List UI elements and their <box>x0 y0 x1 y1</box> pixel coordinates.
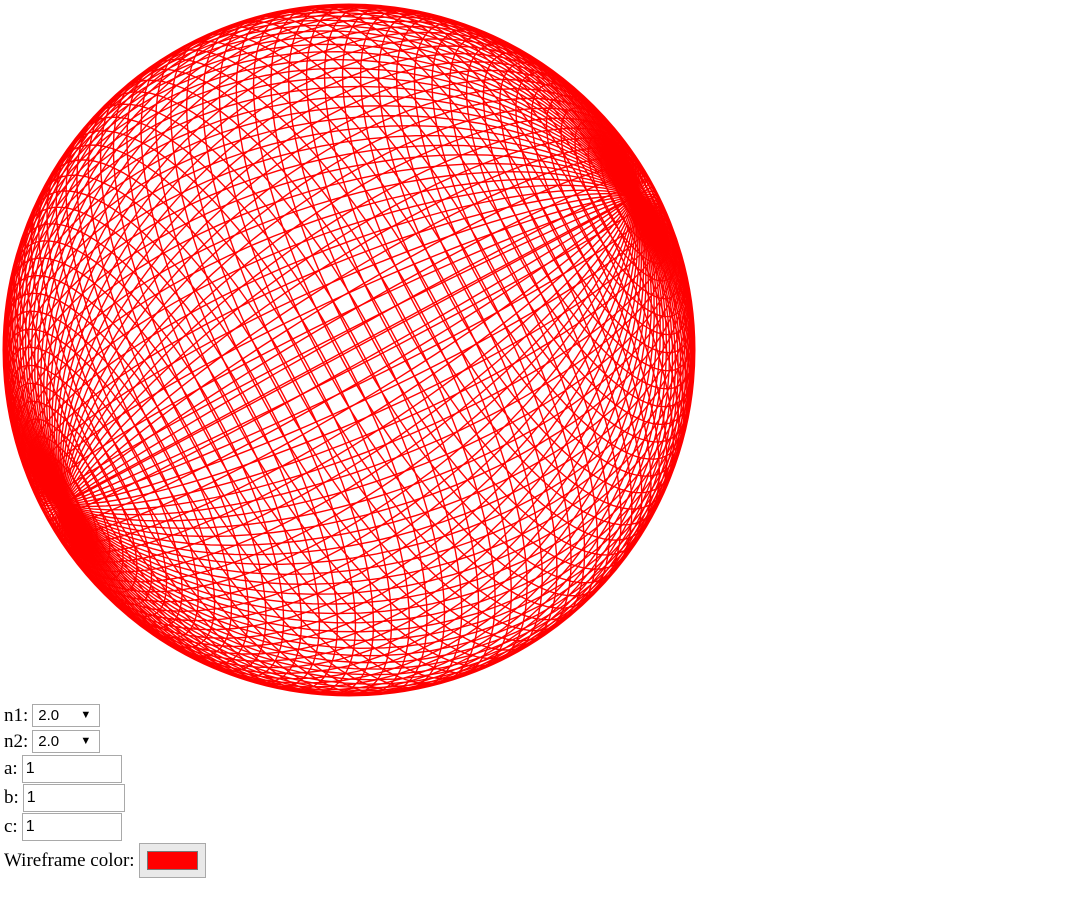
wireframe-line-82 <box>27 4 671 696</box>
wireframe-line-110 <box>41 190 657 510</box>
wireframe-line-72 <box>5 43 693 657</box>
c-label: c: <box>4 816 18 837</box>
wireframe-color-label: Wireframe color: <box>4 849 135 871</box>
wireframe-line-109 <box>44 185 654 515</box>
controls-panel: n1: 2.0 ▼ n2: 2.0 ▼ a: b: c: Wireframe c… <box>4 702 404 878</box>
sphere-wireframe <box>2 3 696 697</box>
wireframe-line-73 <box>6 36 692 664</box>
wireframe-line-106 <box>52 164 646 536</box>
n2-select[interactable]: 2.0 ▼ <box>32 729 101 753</box>
wireframe-line-100 <box>62 107 636 593</box>
wireframe-color-picker[interactable] <box>138 842 206 878</box>
wireframe-line-98 <box>62 87 636 613</box>
wireframe-line-83 <box>30 4 668 696</box>
c-input[interactable] <box>21 812 122 841</box>
b-label: b: <box>4 787 19 808</box>
c-row: c: <box>4 812 404 841</box>
n1-value: 2.0 <box>38 706 60 724</box>
superquadric-viewport[interactable] <box>0 0 700 700</box>
sphere-outline <box>2 3 696 697</box>
caret-down-icon: ▼ <box>80 734 92 747</box>
a-row: a: <box>4 754 404 783</box>
wireframe-line-104 <box>56 146 642 554</box>
color-swatch <box>146 850 198 870</box>
wireframe-line-117 <box>20 178 678 522</box>
a-input[interactable] <box>21 754 122 783</box>
wireframe-line-66 <box>3 95 695 605</box>
b-row: b: <box>4 783 404 812</box>
wireframe-line-99 <box>62 97 636 603</box>
wireframe-line-101 <box>61 117 637 583</box>
wireframe-line-108 <box>47 179 651 521</box>
wireframe-line-113 <box>32 194 666 506</box>
wireframe-line-116 <box>23 184 675 516</box>
wireframe-line-118 <box>17 170 681 530</box>
wireframe-line-74 <box>8 30 690 670</box>
n1-row: n1: 2.0 ▼ <box>4 702 404 728</box>
wireframe-line-114 <box>29 192 669 508</box>
a-label: a: <box>4 758 18 779</box>
caret-down-icon: ▼ <box>80 708 92 721</box>
wireframe-line-105 <box>54 156 644 544</box>
n1-label: n1: <box>4 704 29 726</box>
wireframe-color-row: Wireframe color: <box>4 842 404 878</box>
n2-label: n2: <box>4 730 29 752</box>
n2-row: n2: 2.0 ▼ <box>4 728 404 754</box>
b-input[interactable] <box>22 783 125 812</box>
wireframe-line-102 <box>60 127 638 573</box>
wireframe-line-115 <box>26 189 672 511</box>
n2-value: 2.0 <box>38 732 60 750</box>
n1-select[interactable]: 2.0 ▼ <box>32 703 101 727</box>
wireframe-line-103 <box>58 137 640 563</box>
